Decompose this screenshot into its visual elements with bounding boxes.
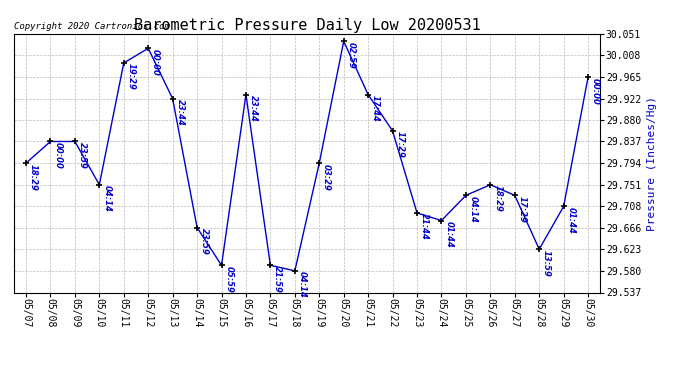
Text: 01:44: 01:44 xyxy=(566,207,575,234)
Text: 00:00: 00:00 xyxy=(591,78,600,104)
Text: 00:00: 00:00 xyxy=(151,49,160,76)
Y-axis label: Pressure (Inches/Hg): Pressure (Inches/Hg) xyxy=(647,96,657,231)
Text: 19:29: 19:29 xyxy=(127,63,136,90)
Text: 23:44: 23:44 xyxy=(175,99,185,126)
Title: Barometric Pressure Daily Low 20200531: Barometric Pressure Daily Low 20200531 xyxy=(134,18,480,33)
Text: 21:59: 21:59 xyxy=(273,266,282,293)
Text: 04:14: 04:14 xyxy=(469,196,478,223)
Text: 02:59: 02:59 xyxy=(346,42,355,69)
Text: 23:44: 23:44 xyxy=(249,95,258,122)
Text: 13:59: 13:59 xyxy=(542,250,551,277)
Text: 03:29: 03:29 xyxy=(322,164,331,190)
Text: 17:44: 17:44 xyxy=(371,95,380,122)
Text: 17:29: 17:29 xyxy=(518,196,526,223)
Text: 23:59: 23:59 xyxy=(78,142,87,169)
Text: 23:59: 23:59 xyxy=(200,228,209,255)
Text: 01:44: 01:44 xyxy=(444,221,453,248)
Text: 21:44: 21:44 xyxy=(420,213,429,240)
Text: 17:29: 17:29 xyxy=(395,131,404,158)
Text: 05:59: 05:59 xyxy=(224,266,233,293)
Text: 00:00: 00:00 xyxy=(53,142,62,169)
Text: 18:29: 18:29 xyxy=(29,164,38,190)
Text: 04:14: 04:14 xyxy=(102,185,111,212)
Text: 18:29: 18:29 xyxy=(493,185,502,212)
Text: 04:14: 04:14 xyxy=(298,272,307,298)
Text: Copyright 2020 Cartronics.com: Copyright 2020 Cartronics.com xyxy=(14,22,170,31)
